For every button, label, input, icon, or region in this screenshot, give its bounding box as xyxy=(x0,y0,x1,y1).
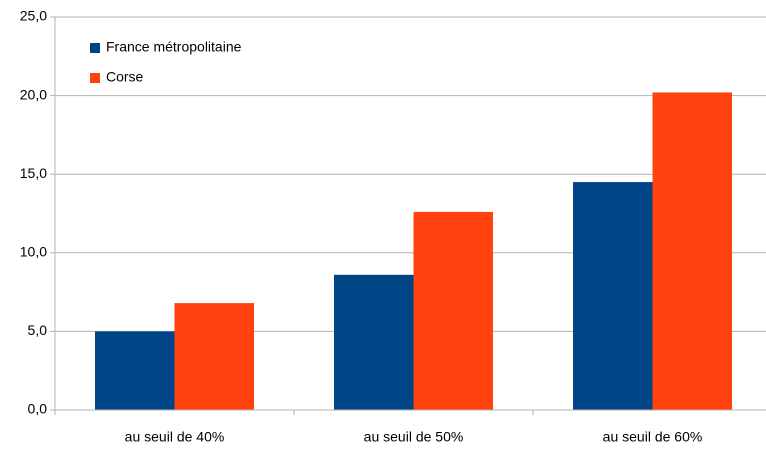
x-tick-label: au seuil de 50% xyxy=(364,429,464,445)
bar xyxy=(652,92,732,411)
x-tick-label: au seuil de 40% xyxy=(125,429,225,445)
legend-swatch xyxy=(90,73,100,83)
x-tick-label: au seuil de 60% xyxy=(603,429,703,445)
legend-label: France métropolitaine xyxy=(106,39,242,55)
y-tick-label: 15,0 xyxy=(20,165,47,181)
y-tick-label: 20,0 xyxy=(20,86,47,102)
y-tick-label: 0,0 xyxy=(28,401,48,417)
y-tick-label: 10,0 xyxy=(20,244,47,260)
legend-label: Corse xyxy=(106,69,144,85)
y-tick-label: 5,0 xyxy=(28,322,48,338)
y-tick-label: 25,0 xyxy=(20,8,47,24)
bar xyxy=(174,303,254,410)
bar xyxy=(573,182,653,410)
bar xyxy=(95,331,175,410)
legend-swatch xyxy=(90,43,100,53)
bar xyxy=(413,211,493,410)
bar xyxy=(334,274,414,410)
